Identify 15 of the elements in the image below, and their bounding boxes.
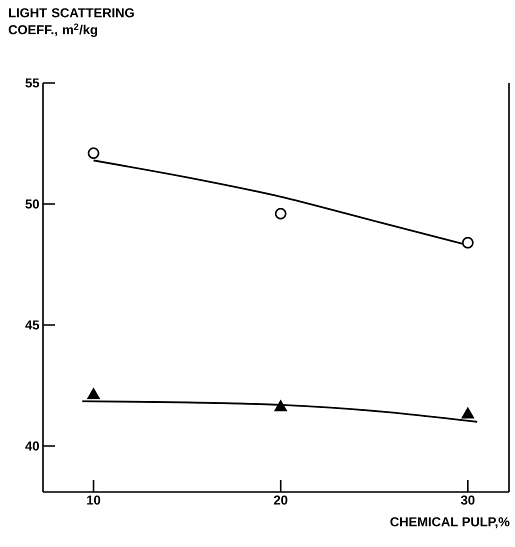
- x-tick-label: 30: [460, 496, 474, 505]
- point: [274, 400, 288, 412]
- point: [87, 388, 100, 400]
- y-tick-label: 55: [25, 78, 40, 88]
- x-axis-title: CHEMICAL PULP,%: [390, 517, 510, 528]
- point: [462, 236, 474, 249]
- point: [274, 208, 286, 220]
- point: [461, 407, 474, 418]
- y-tick-label: 50: [25, 199, 39, 209]
- x-tick-label: 10: [87, 496, 100, 505]
- y-tick-label: 45: [25, 320, 40, 330]
- x-tick-label: 20: [274, 496, 288, 505]
- y-axis-title: LIGHT SCATTERING COEFF., m$^{2}$/kg: [8, 8, 134, 37]
- y-tick-label: 40: [25, 441, 39, 451]
- point: [88, 147, 100, 159]
